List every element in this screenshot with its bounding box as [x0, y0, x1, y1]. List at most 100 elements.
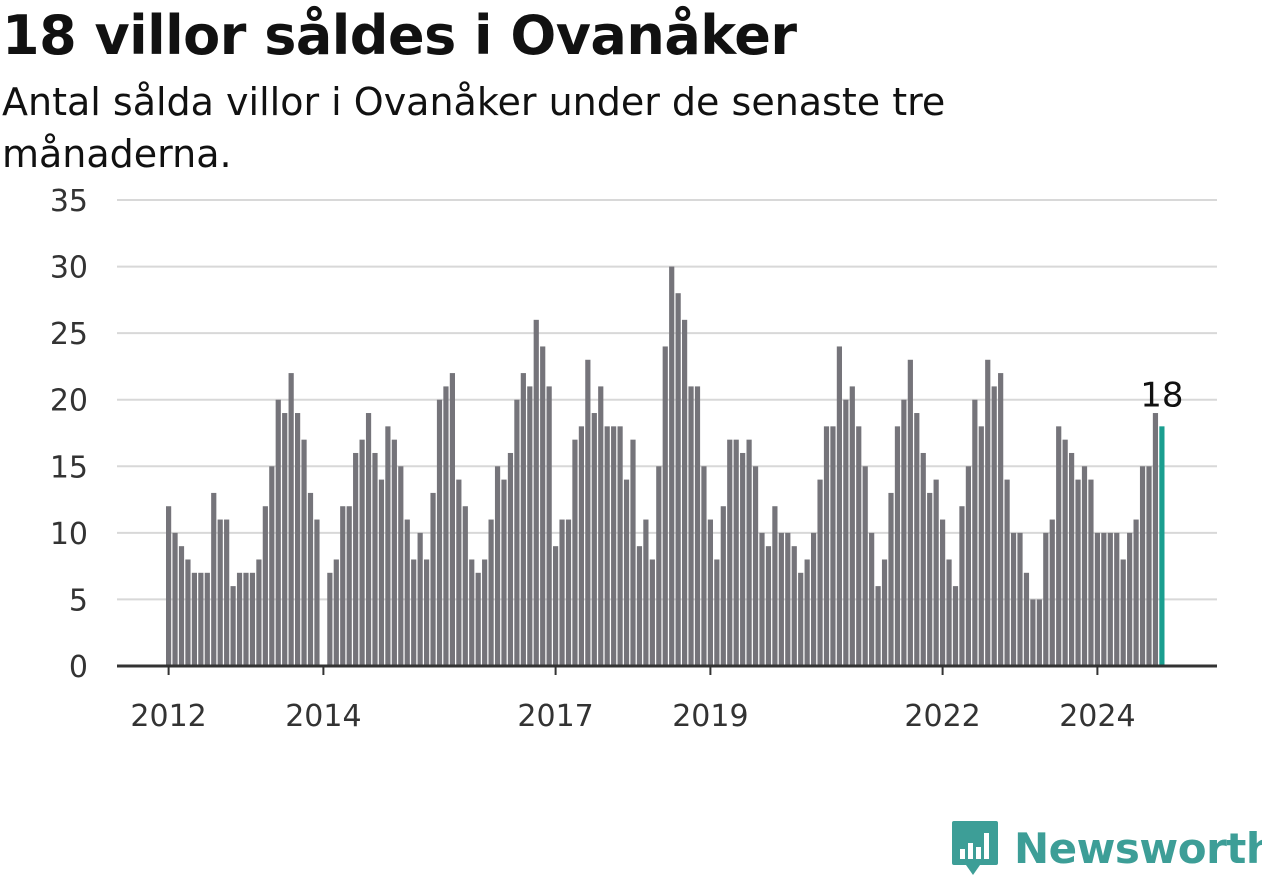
bar	[1081, 466, 1088, 666]
bar	[688, 386, 694, 666]
bar	[514, 399, 520, 666]
bar	[527, 386, 533, 666]
bar	[875, 586, 881, 666]
bar	[791, 546, 797, 666]
value-label-latest: 18	[1140, 375, 1183, 415]
y-tick-label: 25	[50, 317, 88, 352]
bar	[985, 359, 991, 666]
bar	[772, 506, 778, 666]
bar	[553, 546, 559, 666]
bar	[811, 532, 817, 666]
bar	[804, 559, 810, 666]
bar	[185, 559, 191, 666]
bar	[398, 466, 404, 666]
y-axis-ticks: 0 5 10 15 20 25 30 35	[50, 184, 88, 685]
bar	[598, 386, 604, 666]
bar	[998, 373, 1004, 666]
bar	[694, 386, 701, 666]
bar	[469, 559, 475, 666]
x-tick-label: 2017	[517, 699, 593, 734]
bar	[1075, 479, 1081, 666]
bar	[978, 426, 984, 666]
annotations: 18	[1140, 375, 1183, 415]
bar-latest	[1159, 426, 1165, 666]
bar	[1120, 559, 1126, 666]
bar	[572, 439, 578, 666]
bar	[1133, 519, 1139, 666]
bar	[881, 559, 888, 666]
bar	[1036, 599, 1042, 666]
bar	[327, 572, 333, 666]
bar	[282, 413, 288, 666]
bar	[301, 439, 307, 666]
bar	[1030, 599, 1036, 666]
bar	[353, 452, 359, 666]
bar	[707, 519, 713, 666]
bar	[611, 426, 617, 666]
x-axis: 2012 2014 2017 2019 2022 2024	[117, 664, 1217, 734]
bar	[462, 506, 468, 666]
bar	[307, 492, 314, 666]
bar	[849, 386, 855, 666]
bar	[178, 546, 185, 666]
bar	[630, 439, 636, 666]
bar	[991, 386, 997, 666]
bar	[972, 399, 978, 666]
bar	[256, 559, 262, 666]
bar	[166, 506, 172, 666]
bar	[443, 386, 449, 666]
bar	[617, 426, 623, 666]
bar	[623, 479, 630, 666]
bar	[1023, 572, 1030, 666]
bar	[275, 399, 281, 666]
bar	[965, 466, 971, 666]
y-tick-label: 10	[50, 517, 88, 552]
bar	[1094, 532, 1100, 666]
bar	[456, 479, 462, 666]
bar	[836, 346, 842, 666]
x-tick-label: 2014	[285, 699, 361, 734]
bar	[385, 426, 391, 666]
y-tick-label: 15	[50, 450, 88, 485]
bar	[230, 586, 236, 666]
bar	[862, 466, 868, 666]
bar	[1049, 519, 1055, 666]
bar	[546, 386, 552, 666]
y-tick-label: 0	[69, 650, 88, 685]
bar	[391, 439, 397, 666]
bar	[1146, 466, 1152, 666]
bar	[430, 492, 436, 666]
bar	[1139, 466, 1146, 666]
bar	[540, 346, 546, 666]
bar	[778, 532, 784, 666]
bar	[823, 426, 830, 666]
bar	[785, 532, 791, 666]
bar	[1107, 532, 1113, 666]
bar	[1069, 452, 1075, 666]
bar	[501, 479, 507, 666]
bar	[211, 492, 217, 666]
bar	[1043, 532, 1049, 666]
bar	[333, 559, 339, 666]
bar	[217, 519, 223, 666]
bar	[669, 266, 675, 666]
chart-title: 18 villor såldes i Ovanåker	[2, 4, 797, 67]
bar	[746, 439, 752, 666]
bar	[520, 373, 526, 666]
bar	[920, 452, 926, 666]
bar	[720, 506, 726, 666]
bar	[269, 466, 275, 666]
bar	[507, 452, 514, 666]
bar	[701, 466, 707, 666]
bar	[946, 559, 952, 666]
bar	[798, 572, 804, 666]
bar	[952, 586, 959, 666]
bar	[288, 373, 294, 666]
bar	[378, 479, 385, 666]
bar	[295, 413, 301, 666]
bar	[372, 452, 378, 666]
bar	[1062, 439, 1068, 666]
bar	[359, 439, 365, 666]
bar	[1056, 426, 1062, 666]
